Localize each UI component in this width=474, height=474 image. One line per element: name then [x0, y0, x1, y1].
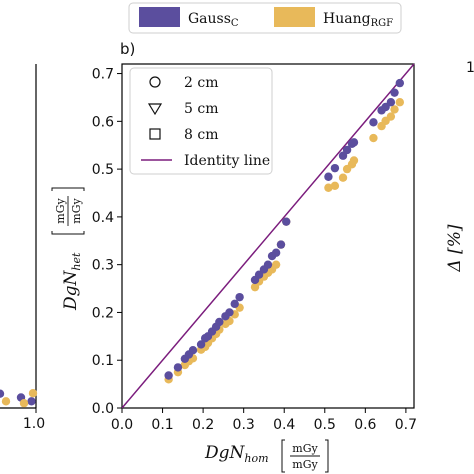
left-partial-panel: 1.0	[0, 64, 45, 432]
y-tick-label: 0.5	[92, 162, 114, 178]
marker-legend-frame	[129, 67, 273, 175]
data-point-gauss	[235, 292, 244, 302]
marker-legend: 2 cm 5 cm 8 cm Identity line	[129, 67, 273, 175]
data-point-huang	[386, 112, 396, 121]
x-tick-label: 0.2	[192, 417, 214, 433]
x-tick-label: 0.4	[273, 417, 295, 433]
data-point-gauss	[188, 345, 198, 355]
data-point-gauss	[196, 340, 206, 349]
data-point-huang	[271, 260, 281, 269]
data-point-gauss	[349, 138, 359, 147]
y-tick-label: 0.0	[92, 401, 114, 417]
data-point-gauss	[271, 248, 281, 257]
x-tick-label: 0.7	[395, 417, 417, 433]
y-unit-denominator: mGy	[70, 198, 83, 224]
data-point-huang	[369, 133, 378, 143]
legend-5cm-label: 5 cm	[184, 101, 218, 117]
left-panel-point-huang	[28, 389, 38, 398]
right-partial-panel: 1 Δ [%]	[445, 60, 474, 273]
y-tick-label: 0.2	[92, 305, 114, 321]
data-point-gauss	[395, 78, 405, 88]
data-point-gauss	[282, 217, 291, 226]
y-tick-label: 0.6	[92, 114, 114, 130]
data-point-huang	[390, 105, 399, 114]
panel-label: b)	[120, 40, 135, 58]
data-point-gauss	[230, 299, 239, 309]
top-legend-frame	[128, 2, 402, 34]
triangle-down-marker-icon	[147, 103, 163, 116]
main-panel: b) 0.0 0.1 0.2 0.3 0.4 0.5 0.6 0.70.00.10.20.30…	[51, 40, 417, 473]
data-point-gauss	[225, 308, 234, 317]
data-point-huang	[324, 183, 333, 192]
data-point-gauss	[276, 240, 286, 249]
legend-2cm-label: 2 cm	[184, 75, 218, 91]
right-panel-y-axis-label: Δ [%]	[445, 224, 465, 272]
left-panel-point-huang	[19, 399, 29, 408]
top-legend: GaussC HuangRGF	[128, 2, 402, 34]
x-unit-denominator: mGy	[292, 458, 318, 471]
x-tick-label: 0.3	[233, 417, 255, 433]
square-marker-icon	[149, 128, 161, 140]
identity-line	[121, 63, 415, 409]
y-tick-label: 0.3	[92, 258, 114, 274]
data-point-gauss	[324, 172, 333, 181]
circle-marker-icon	[149, 76, 161, 88]
x-tick-label: 0.0	[111, 417, 133, 433]
gauss-legend-label: GaussC	[188, 11, 239, 29]
right-panel-y-tick-label: 1	[466, 60, 474, 76]
x-unit-numerator: mGy	[292, 442, 318, 455]
huang-legend-label: HuangRGF	[323, 11, 393, 29]
data-point-gauss	[386, 98, 396, 107]
huang-legend-swatch	[274, 7, 315, 27]
legend-identity-label: Identity line	[184, 153, 270, 169]
left-panel-point-gauss	[27, 397, 36, 406]
data-point-huang	[349, 156, 359, 165]
left-panel-point-huang	[1, 397, 11, 406]
data-point-gauss	[390, 88, 399, 97]
y-tick-label: 0.7	[92, 67, 114, 83]
left-panel-x-tick-label: 1.0	[23, 416, 45, 432]
data-point-gauss	[173, 363, 183, 372]
gauss-legend-swatch	[139, 7, 180, 27]
x-axis-label: DgNhom	[204, 443, 269, 465]
data-point-gauss	[215, 317, 224, 327]
data-point-gauss	[342, 145, 352, 155]
data-point-huang	[330, 181, 340, 191]
x-tick-label: 0.1	[151, 417, 173, 433]
x-axis-unit: mGy mGy	[281, 439, 329, 473]
x-tick-label: 0.6	[354, 417, 376, 433]
data-point-gauss	[330, 163, 340, 173]
left-panel-point-gauss	[0, 389, 5, 398]
plot-frame	[121, 63, 415, 409]
legend-8cm-label: 8 cm	[184, 127, 218, 143]
data-points	[164, 78, 405, 384]
data-point-gauss	[369, 118, 378, 127]
data-point-huang	[338, 173, 348, 182]
y-tick-label: 0.1	[92, 353, 114, 369]
y-unit-numerator: mGy	[54, 198, 67, 224]
y-tick-label: 0.4	[92, 210, 114, 226]
axis-ticks: 0.0 0.1 0.2 0.3 0.4 0.5 0.6 0.7 0.0 0.1 0.2 0.3 0.4 0…	[92, 67, 417, 433]
x-tick-label: 0.5	[314, 417, 336, 433]
y-axis-label: DgNhet	[61, 252, 83, 311]
data-point-gauss	[164, 371, 173, 380]
data-point-gauss	[263, 260, 273, 269]
y-axis-label-group: DgNhet mGy mGy	[51, 187, 85, 311]
data-point-huang	[395, 98, 405, 107]
